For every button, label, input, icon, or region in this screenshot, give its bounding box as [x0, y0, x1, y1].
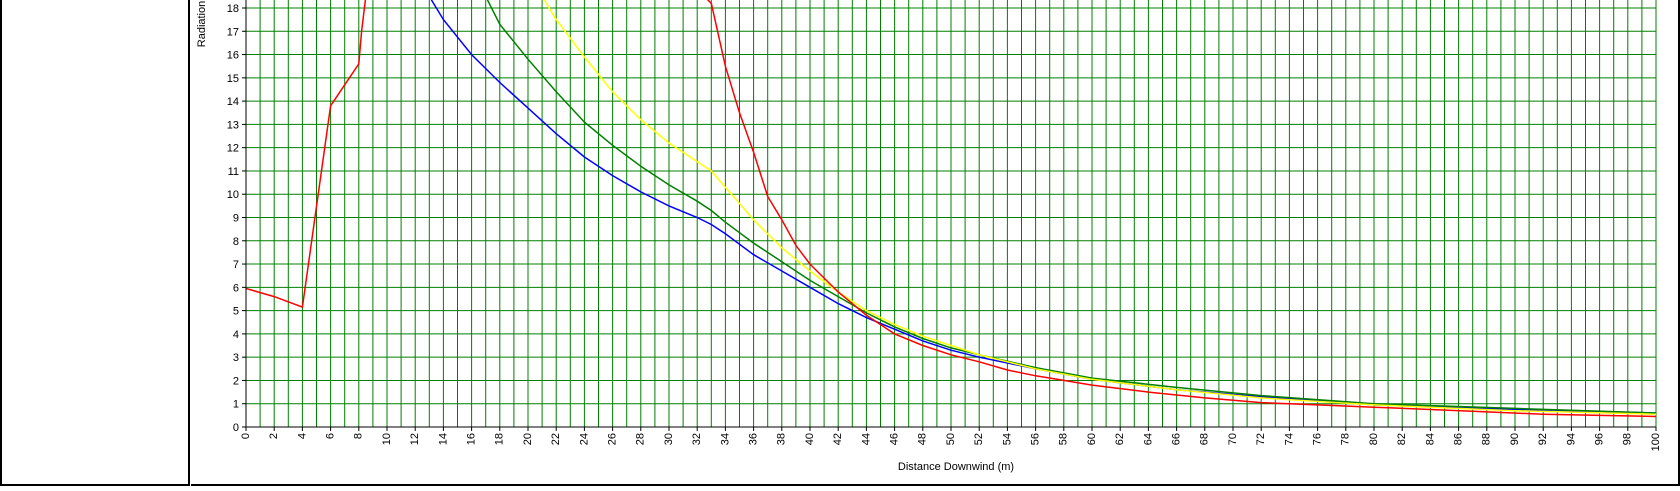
y-tick-label: 18 — [227, 3, 239, 15]
x-tick-label: 98 — [1622, 433, 1634, 445]
x-tick-label: 66 — [1171, 433, 1183, 445]
x-tick-label: 56 — [1030, 433, 1042, 445]
x-tick-label: 18 — [494, 433, 506, 445]
series-line-2 — [486, 0, 1656, 414]
y-tick-label: 14 — [227, 96, 239, 108]
x-tick-label: 92 — [1537, 433, 1549, 445]
x-tick-label: 26 — [607, 433, 619, 445]
y-tick-label: 13 — [227, 119, 239, 131]
x-tick-label: 10 — [381, 433, 393, 445]
x-tick-label: 20 — [522, 433, 534, 445]
x-tick-label: 94 — [1565, 433, 1577, 445]
x-tick-label: 42 — [832, 433, 844, 445]
y-tick-label: 17 — [227, 26, 239, 38]
x-tick-labels: 0 2 4 6 8 10 12 14 16 18 20 22 24 26 28 30 32 34 36 38 40 42 4… — [240, 427, 1662, 451]
x-tick-label: 72 — [1255, 433, 1267, 445]
y-tick-label: 2 — [233, 375, 239, 387]
x-tick-label: 96 — [1594, 433, 1606, 445]
y-tick-label: 4 — [233, 329, 239, 341]
y-tick-label: 11 — [228, 166, 239, 178]
y-axis-label: Radiation — [196, 1, 208, 47]
x-tick-label: 44 — [860, 433, 872, 445]
x-tick-label: 34 — [719, 433, 731, 445]
x-tick-label: 80 — [1368, 433, 1380, 445]
y-tick-label: 3 — [233, 352, 239, 364]
y-tick-label: 16 — [227, 50, 239, 62]
grid-lines — [245, 0, 1657, 428]
series-line-3 — [543, 0, 1656, 415]
y-tick-label: 0 — [233, 422, 239, 434]
x-tick-label: 46 — [889, 433, 901, 445]
series-line-4 — [246, 0, 1656, 418]
y-tick-label: 7 — [233, 259, 239, 271]
x-tick-label: 88 — [1481, 433, 1493, 445]
x-axis-label: Distance Downwind (m) — [898, 461, 1014, 473]
x-tick-label: 86 — [1453, 433, 1465, 445]
x-tick-label: 82 — [1396, 433, 1408, 445]
x-tick-label: 52 — [973, 433, 985, 445]
y-tick-label: 10 — [227, 189, 239, 201]
x-tick-label: 40 — [804, 433, 816, 445]
x-tick-label: 38 — [776, 433, 788, 445]
radiation-chart: 0 2 4 6 8 10 12 14 16 18 20 22 24 26 28 30 32 34 36 38 40 42 4… — [196, 0, 1662, 473]
x-tick-label: 32 — [691, 433, 703, 445]
y-tick-label: 9 — [233, 213, 239, 225]
series-line-1 — [430, 0, 1656, 414]
y-tick-label: 5 — [233, 306, 239, 318]
x-tick-label: 64 — [1142, 433, 1154, 445]
x-tick-label: 6 — [325, 433, 337, 439]
y-tick-label: 6 — [233, 282, 239, 294]
y-tick-label: 1 — [233, 399, 239, 411]
x-tick-label: 76 — [1312, 433, 1324, 445]
x-tick-label: 14 — [437, 433, 449, 445]
x-tick-label: 22 — [550, 433, 562, 445]
y-tick-label: 8 — [233, 236, 239, 248]
x-tick-label: 78 — [1340, 433, 1352, 445]
left-panel — [0, 0, 190, 486]
x-tick-label: 28 — [635, 433, 647, 445]
x-tick-label: 58 — [1058, 433, 1070, 445]
x-tick-label: 36 — [748, 433, 760, 445]
x-tick-label: 68 — [1199, 433, 1211, 445]
x-tick-label: 74 — [1283, 433, 1295, 445]
x-tick-label: 100 — [1650, 433, 1662, 451]
y-tick-label: 12 — [227, 143, 239, 155]
y-tick-label: 15 — [227, 73, 239, 85]
x-tick-label: 24 — [578, 433, 590, 445]
x-tick-label: 70 — [1227, 433, 1239, 445]
x-tick-label: 8 — [353, 433, 365, 439]
x-tick-label: 84 — [1424, 433, 1436, 445]
x-tick-label: 48 — [917, 433, 929, 445]
x-tick-label: 0 — [240, 433, 252, 439]
x-tick-label: 4 — [296, 433, 308, 439]
x-tick-label: 60 — [1086, 433, 1098, 445]
x-tick-label: 16 — [466, 433, 478, 445]
x-tick-label: 90 — [1509, 433, 1521, 445]
series-group — [246, 0, 1656, 418]
x-tick-label: 30 — [663, 433, 675, 445]
x-tick-label: 12 — [409, 433, 421, 445]
x-tick-label: 50 — [945, 433, 957, 445]
x-tick-label: 62 — [1114, 433, 1126, 445]
chart-area: 0 2 4 6 8 10 12 14 16 18 20 22 24 26 28 30 32 34 36 38 40 42 4… — [191, 0, 1680, 486]
x-tick-label: 54 — [1001, 433, 1013, 445]
x-tick-label: 2 — [268, 433, 280, 439]
